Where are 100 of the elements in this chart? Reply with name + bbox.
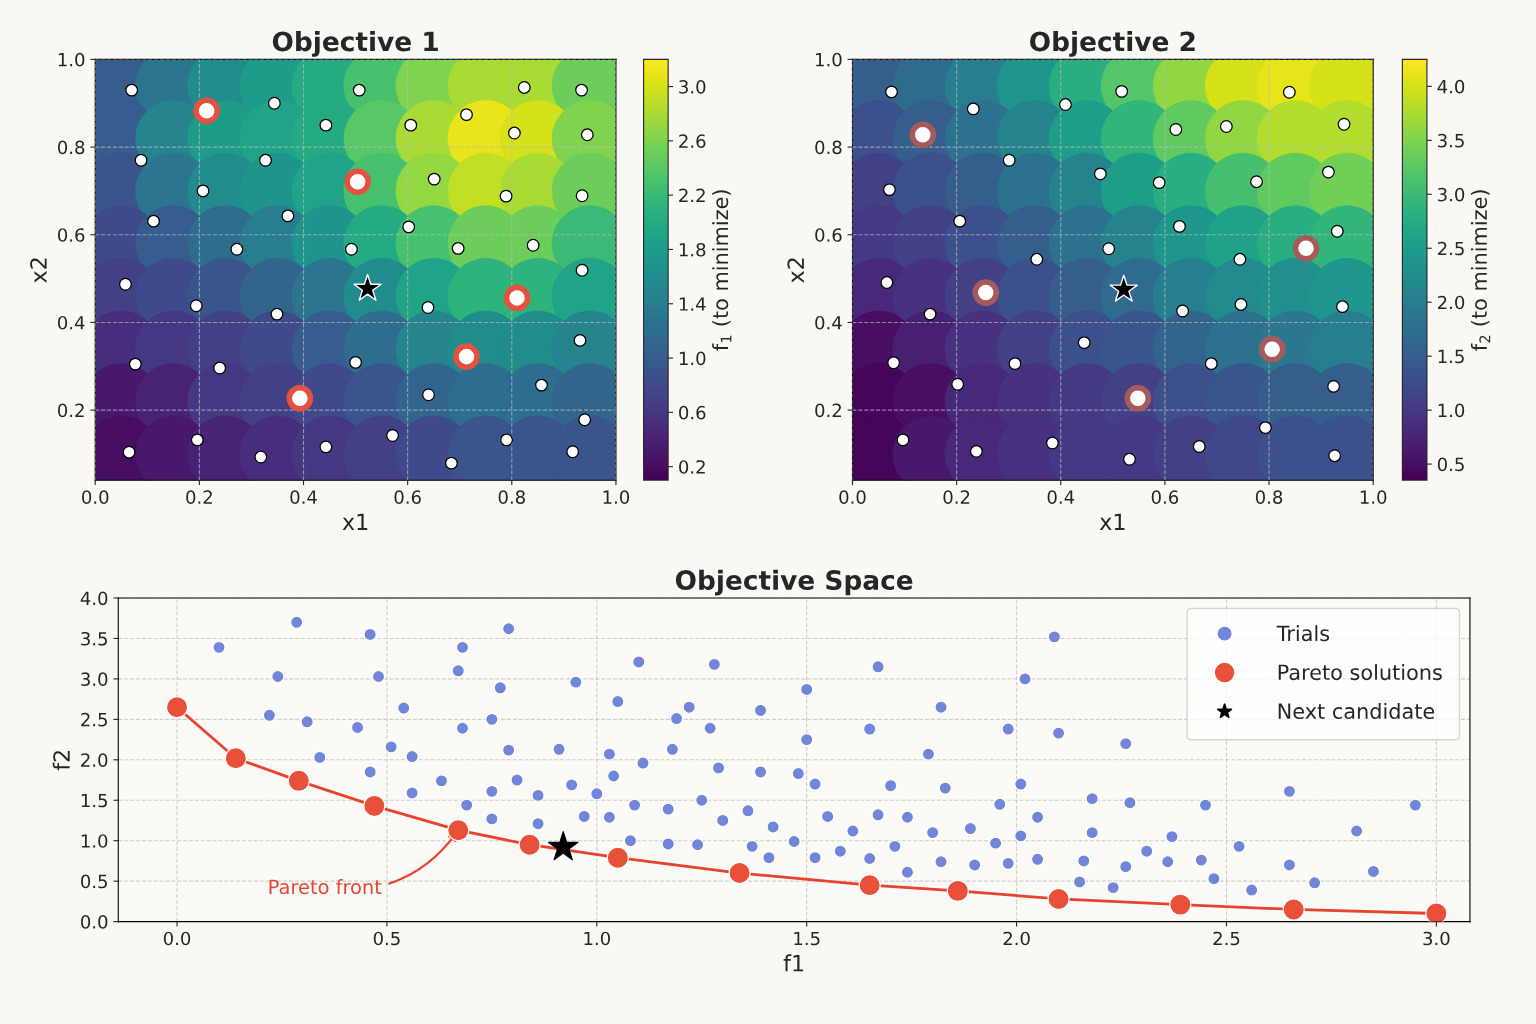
point: [499, 189, 513, 203]
point: [580, 128, 594, 142]
point: [858, 874, 881, 897]
legend-label: Next candidate: [1278, 702, 1435, 720]
y-tick-label: 0.8: [815, 140, 842, 155]
point: [883, 183, 896, 197]
point: [421, 301, 435, 314]
point: [404, 118, 418, 132]
point: [535, 378, 548, 392]
x-tick-label: 0.5: [373, 931, 400, 946]
point: [259, 153, 272, 167]
color-bar-label: 2.5: [1437, 241, 1464, 256]
point: [1152, 176, 1166, 190]
point: [1047, 887, 1070, 911]
point: [953, 214, 967, 228]
point: [270, 307, 284, 321]
point: [447, 819, 470, 842]
point: [1292, 235, 1320, 262]
point: [1002, 153, 1016, 167]
point: [566, 445, 580, 459]
point: [230, 242, 244, 256]
point: [1330, 224, 1344, 238]
color-bar-label: 3.0: [679, 80, 706, 94]
point: [885, 85, 898, 99]
point: [1123, 452, 1136, 466]
color-bar-label: 0.5: [1437, 457, 1464, 472]
x-tick-label: 0.4: [290, 490, 317, 504]
point: [1045, 436, 1059, 450]
y-axis-title: x2: [787, 258, 804, 283]
point: [966, 102, 980, 116]
point: [1250, 175, 1263, 189]
point: [500, 433, 514, 447]
color-bar-title: f$_{1}$ (to minimize): [712, 190, 732, 351]
x-tick-label: 0.0: [839, 490, 866, 504]
point: [575, 263, 589, 277]
y-axis-title: f2: [52, 751, 70, 771]
point: [578, 413, 592, 427]
y-tick-label: 3.0: [81, 672, 108, 687]
point: [1173, 219, 1186, 233]
point: [518, 833, 541, 856]
point: [1321, 165, 1335, 179]
x-axis-title: f1: [783, 954, 804, 972]
point: [923, 307, 937, 321]
y-tick-label: 1.5: [81, 793, 107, 808]
x-tick-label: 0.2: [186, 490, 212, 504]
point: [969, 444, 983, 458]
point: [286, 384, 314, 412]
color-bar-label: 3.5: [1438, 133, 1464, 148]
y-tick-label: 1.0: [816, 52, 842, 67]
point: [134, 153, 148, 167]
y-tick-label: 0.6: [57, 228, 85, 242]
point: [165, 696, 189, 719]
point: [1282, 898, 1305, 921]
point: [344, 168, 371, 196]
y-tick-label: 0.4: [815, 315, 842, 330]
point: [1204, 357, 1218, 371]
y-tick-label: 0.5: [81, 874, 107, 889]
color-bar-label: 2.0: [1437, 295, 1465, 310]
y-tick-label: 0.4: [57, 315, 85, 330]
point: [1425, 902, 1448, 922]
point: [118, 277, 132, 291]
point: [122, 445, 136, 459]
color-bar-label: 2.2: [679, 188, 705, 203]
point: [573, 333, 587, 347]
point: [1059, 98, 1072, 111]
y-tick-label: 2.0: [81, 753, 108, 767]
legend-label: Pareto solutions: [1278, 664, 1442, 681]
point: [190, 433, 204, 447]
legend-label: Trials: [1276, 625, 1330, 642]
point: [1008, 357, 1022, 371]
point: [196, 184, 210, 198]
point: [287, 769, 310, 792]
point: [1192, 440, 1206, 453]
point: [189, 299, 203, 313]
point: [352, 83, 366, 97]
y-tick-label: 0.2: [57, 403, 84, 418]
point: [547, 831, 579, 861]
point: [1169, 893, 1192, 916]
y-axis-title: x2: [30, 258, 47, 283]
y-tick-label: 0.6: [815, 228, 842, 242]
x-tick-label: 0.8: [498, 490, 525, 504]
point: [1030, 252, 1044, 266]
point: [349, 355, 363, 369]
x-tick-label: 1.0: [603, 490, 630, 504]
point: [575, 83, 589, 97]
point: [1337, 117, 1351, 131]
point: [363, 794, 386, 818]
annotation: Pareto front: [269, 879, 382, 895]
color-bar-label: 4.0: [1437, 79, 1465, 94]
x-tick-label: 2.0: [1003, 931, 1030, 946]
point: [575, 189, 589, 203]
point: [267, 96, 281, 110]
point: [1115, 84, 1129, 98]
point: [344, 242, 358, 256]
point: [728, 861, 751, 885]
point: [213, 361, 227, 375]
point: [444, 456, 458, 470]
point: [460, 108, 473, 122]
point: [1282, 85, 1296, 99]
y-tick-label: 0.0: [81, 915, 108, 929]
